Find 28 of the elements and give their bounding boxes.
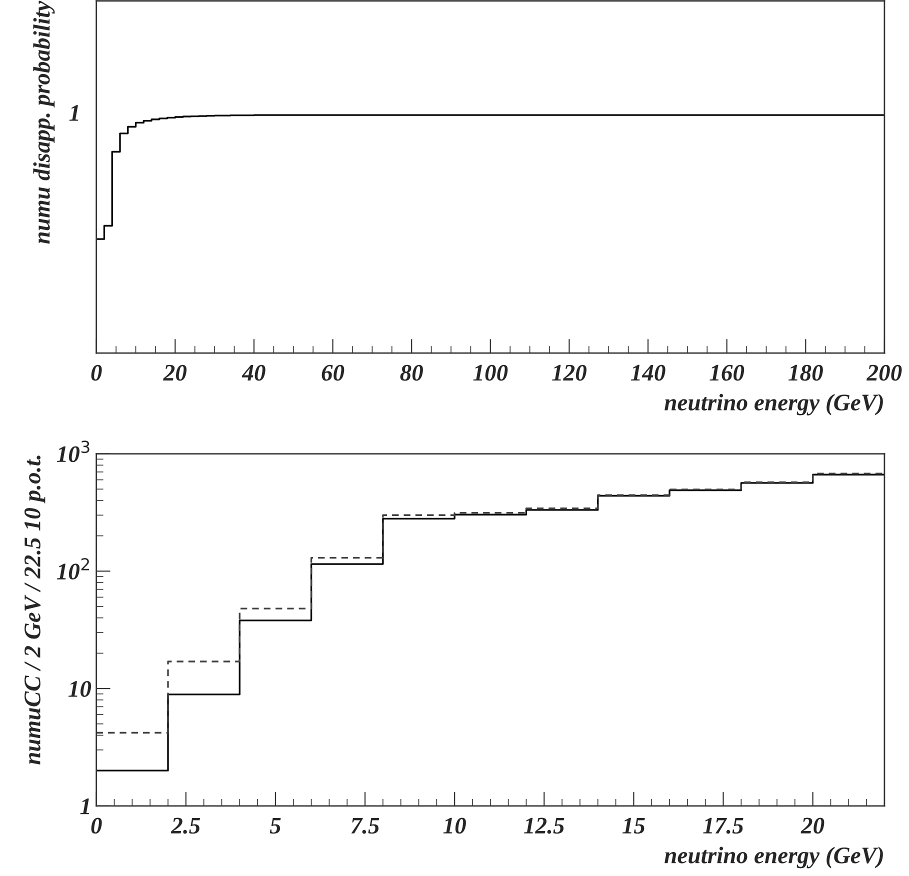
x-tick-label: 10	[443, 818, 466, 834]
y-tick-label: 10	[68, 681, 92, 697]
x-tick-label: 0	[91, 818, 102, 834]
x-axis-title: neutrino energy (GeV)	[664, 846, 883, 868]
x-tick-label: 160	[710, 364, 744, 381]
x-tick-label: 20	[800, 818, 824, 834]
x-tick-label: 15	[622, 818, 645, 834]
x-tick-label: 140	[630, 364, 666, 381]
y-tick-label: 10$^{3}$	[56, 440, 90, 462]
x-tick-label: 12.5	[524, 818, 564, 834]
x-tick-label: 17.5	[703, 818, 744, 834]
y-axis-title: numuCC / 2 GeV / 22.5 10 p.o.t.	[24, 456, 46, 764]
x-tick-label: 40	[242, 364, 266, 381]
x-tick-label: 180	[788, 364, 823, 381]
x-tick-label: 80	[400, 364, 423, 381]
x-tick-label: 20	[163, 364, 187, 381]
y-tick-label: 1	[80, 798, 90, 814]
x-tick-label: 7.5	[351, 818, 380, 834]
x-tick-label: 5	[270, 818, 281, 834]
x-axis-title: neutrino energy (GeV)	[664, 394, 883, 416]
y-tick-label: 10$^{2}$	[56, 558, 90, 580]
x-tick-label: 100	[473, 364, 508, 381]
x-tick-label: 0	[91, 364, 102, 381]
x-tick-label: 60	[322, 364, 344, 381]
x-tick-label: 2.5	[170, 818, 200, 834]
x-tick-label: 200	[866, 364, 902, 381]
y-axis-title: numu disapp. probability	[33, 0, 55, 244]
x-tick-label: 120	[552, 364, 587, 381]
